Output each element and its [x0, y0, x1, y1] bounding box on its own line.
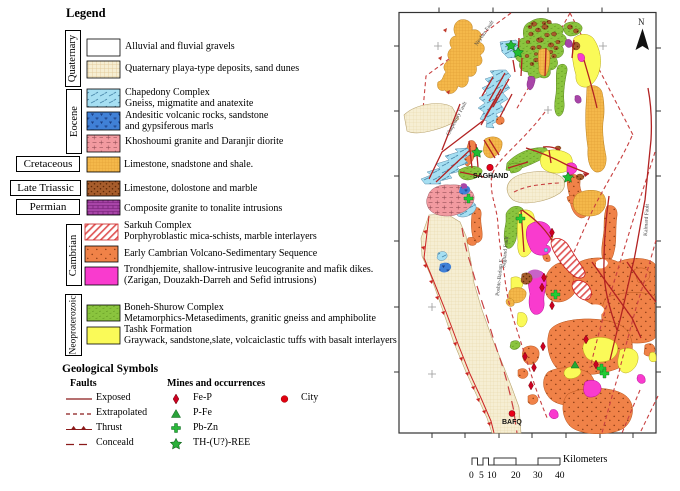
svg-text:10: 10: [487, 471, 497, 481]
svg-text:N: N: [638, 17, 645, 27]
svg-text:SAGHAND: SAGHAND: [473, 173, 508, 180]
svg-text:5: 5: [479, 471, 484, 481]
svg-text:Poshte-Badam F.: Poshte-Badam F.: [495, 258, 505, 296]
svg-text:BAFQ: BAFQ: [502, 419, 522, 426]
svg-text:20: 20: [511, 471, 521, 481]
svg-text:40: 40: [555, 471, 565, 481]
svg-text:Kalmard Fault: Kalmard Fault: [643, 203, 651, 236]
svg-text:30: 30: [533, 471, 543, 481]
svg-text:Kilometers: Kilometers: [563, 454, 608, 465]
svg-text:Saghand Fault: Saghand Fault: [501, 236, 510, 269]
svg-text:0: 0: [469, 471, 474, 481]
